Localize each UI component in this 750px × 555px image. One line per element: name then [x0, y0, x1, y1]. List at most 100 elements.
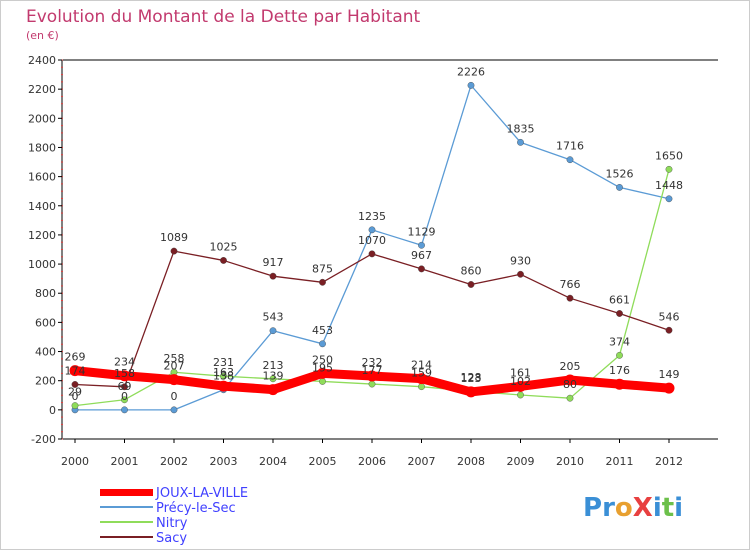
y-tick-label: 200: [35, 375, 56, 388]
data-point-joux: [366, 370, 378, 382]
data-point-sacy: [616, 310, 623, 317]
y-tick-label: 2000: [28, 112, 56, 125]
data-point-joux: [119, 370, 130, 382]
logo-letter: i: [653, 493, 662, 523]
data-point-joux: [317, 367, 328, 379]
data-label-precy: 1448: [655, 179, 683, 192]
y-axis: -200 0 200 400 600 800 1000 1200 1400 1600 1800 200…: [28, 54, 63, 446]
data-label-sacy: 1025: [210, 240, 238, 253]
data-point-nitry: [665, 165, 673, 173]
legend-swatch-precy: [100, 506, 153, 508]
data-point-precy: [467, 81, 475, 89]
data-point-nitry: [121, 396, 128, 404]
y-tick-label: 400: [35, 346, 56, 359]
y-tick-label: 1200: [28, 229, 56, 242]
data-label-joux: 250: [312, 353, 333, 366]
logo-letter: X: [633, 493, 653, 523]
data-point-nitry: [269, 375, 277, 383]
data-label-joux: 149: [659, 368, 680, 381]
x-tick-label: 2010: [556, 455, 584, 468]
y-tick-label: 1800: [28, 141, 56, 154]
x-tick-label: 2011: [606, 455, 634, 468]
legend-label-joux: JOUX-LA-VILLE: [155, 486, 248, 501]
data-point-nitry: [616, 351, 623, 359]
data-point-joux: [69, 365, 81, 377]
data-label-precy: 0: [72, 390, 79, 403]
y-tick-label: -200: [31, 433, 56, 446]
series-layer: [69, 81, 675, 414]
data-point-nitry: [368, 380, 376, 388]
data-label-precy: 1526: [606, 167, 634, 180]
data-label-precy: 1716: [556, 140, 584, 153]
x-tick-label: 2005: [309, 455, 337, 468]
data-point-sacy: [121, 383, 128, 391]
data-label-joux: 163: [213, 366, 234, 379]
data-point-joux: [218, 380, 229, 392]
proxiti-logo: ProXiti: [583, 493, 683, 523]
data-label-precy: 0: [121, 390, 128, 403]
data-label-nitry: 258: [164, 352, 185, 365]
data-label-nitry: 69: [118, 380, 132, 393]
logo-letter: t: [662, 493, 674, 523]
data-point-precy: [566, 156, 574, 164]
data-label-nitry: 231: [213, 356, 234, 369]
data-point-precy: [616, 184, 623, 191]
x-tick-label: 2002: [160, 455, 188, 468]
data-point-joux: [564, 374, 576, 386]
data-label-precy: 453: [312, 324, 333, 337]
data-point-joux: [663, 382, 675, 394]
chart-title: Evolution du Montant de la Dette par Hab…: [26, 7, 421, 27]
data-point-joux: [515, 380, 526, 392]
data-point-joux: [614, 378, 625, 390]
data-point-joux: [267, 384, 279, 396]
x-tick-label: 2009: [507, 455, 535, 468]
data-label-nitry: 1650: [655, 149, 683, 162]
data-point-nitry: [517, 391, 524, 399]
data-point-precy: [170, 406, 178, 414]
logo-letter: o: [615, 493, 633, 523]
data-label-nitry: 128: [461, 371, 482, 384]
data-point-sacy: [170, 247, 178, 255]
logo-letter: r: [602, 493, 615, 523]
y-tick-label: 1400: [28, 200, 56, 213]
data-point-nitry: [566, 394, 574, 402]
data-point-nitry: [220, 372, 227, 380]
data-label-sacy: 860: [461, 264, 482, 277]
data-point-sacy: [319, 278, 326, 286]
legend-swatch-sacy: [100, 536, 153, 538]
data-label-sacy: 546: [659, 310, 680, 323]
data-label-joux: 234: [114, 356, 135, 369]
data-point-sacy: [220, 257, 227, 264]
x-tick-label: 2004: [259, 455, 287, 468]
data-label-precy: 1235: [358, 210, 386, 223]
data-point-precy: [121, 406, 128, 414]
data-label-sacy: 661: [609, 293, 630, 306]
data-label-joux: 123: [461, 372, 482, 385]
data-point-sacy: [71, 381, 79, 388]
data-label-sacy: 174: [65, 364, 86, 377]
data-label-joux: 205: [560, 360, 581, 373]
data-point-precy: [418, 241, 425, 249]
data-label-sacy: 875: [312, 262, 333, 275]
data-point-joux: [168, 374, 180, 386]
data-label-joux: 176: [609, 364, 630, 377]
data-point-joux: [416, 373, 427, 385]
logo-letter: P: [583, 493, 602, 523]
data-label-sacy: 1070: [358, 234, 386, 247]
data-point-sacy: [269, 272, 277, 280]
x-tick-label: 2012: [655, 455, 683, 468]
data-label-nitry: 102: [510, 375, 531, 388]
legend-label-precy: Précy-le-Sec: [156, 501, 236, 516]
legend-item-sacy: Sacy: [100, 531, 187, 546]
data-point-precy: [368, 226, 376, 234]
legend-swatch-nitry: [100, 521, 153, 523]
data-point-precy: [665, 195, 673, 203]
data-point-precy: [269, 327, 277, 335]
legend-item-precy: Précy-le-Sec: [100, 501, 236, 516]
legend-label-sacy: Sacy: [156, 531, 187, 546]
data-label-sacy: 930: [510, 254, 531, 267]
data-point-nitry: [71, 402, 79, 410]
